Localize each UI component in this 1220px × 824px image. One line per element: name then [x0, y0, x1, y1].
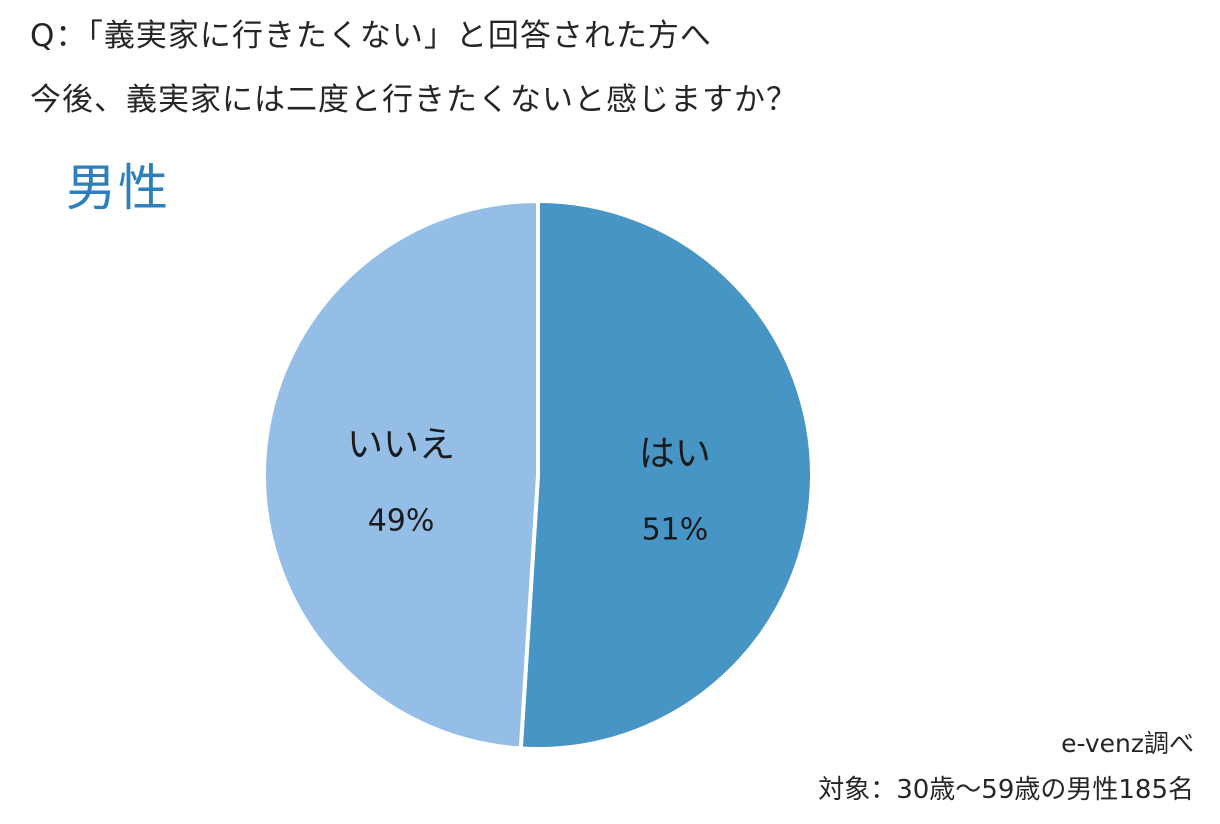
pie-slices — [262, 199, 814, 751]
pie-label-no: いいえ — [347, 425, 455, 466]
pie-slice-yes — [518, 199, 814, 751]
pie-label-yes: はい — [639, 433, 711, 474]
pie-labels: はい 51% いいえ 49% — [347, 425, 711, 548]
pie-value-no: 49% — [368, 504, 435, 539]
survey-source: e-venz調べ — [1061, 729, 1194, 758]
question-line-1: Q：「義実家に行きたくない」と回答された方へ — [30, 18, 712, 54]
pie-value-yes: 51% — [642, 512, 709, 547]
survey-target: 対象：30歳～59歳の男性185名 — [818, 775, 1194, 805]
question-line-2: 今後、義実家には二度と行きたくないと感じますか？ — [30, 82, 798, 118]
gender-label: 男性 — [66, 159, 170, 217]
pie-slice-no — [262, 199, 540, 751]
